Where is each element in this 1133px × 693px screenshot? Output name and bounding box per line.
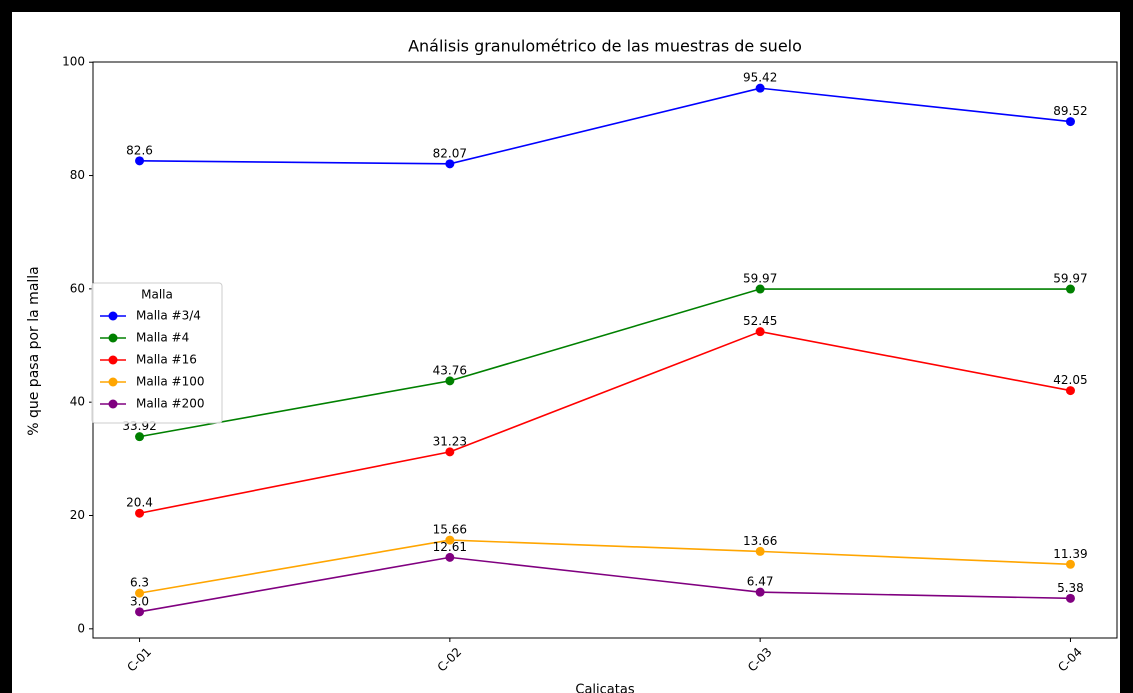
- data-point: [1065, 559, 1075, 569]
- data-label: 6.47: [747, 575, 774, 589]
- data-point: [1065, 284, 1075, 294]
- data-label: 3.0: [130, 594, 149, 608]
- data-point: [1065, 386, 1075, 396]
- chart-title: Análisis granulométrico de las muestras …: [408, 37, 802, 56]
- y-axis-label: % que pasa por la malla: [26, 266, 42, 436]
- data-point: [135, 607, 145, 617]
- legend-swatch: [108, 333, 118, 343]
- data-point: [135, 588, 145, 598]
- data-point: [755, 546, 765, 556]
- data-point: [135, 432, 145, 442]
- data-label: 59.97: [1053, 272, 1087, 286]
- legend-swatch: [108, 311, 118, 321]
- data-point: [755, 587, 765, 597]
- data-label: 15.66: [433, 523, 467, 537]
- data-label: 42.05: [1053, 373, 1087, 387]
- data-point: [445, 159, 455, 169]
- legend-swatch: [108, 377, 118, 387]
- legend-swatch: [108, 355, 118, 365]
- data-label: 52.45: [743, 314, 777, 328]
- data-point: [135, 508, 145, 518]
- y-tick-label: 20: [70, 508, 85, 522]
- data-point: [445, 535, 455, 545]
- legend-box: [91, 282, 223, 424]
- legend-label: Malla #200: [136, 397, 205, 411]
- y-tick-label: 0: [77, 621, 85, 635]
- y-tick-label: 60: [70, 281, 85, 295]
- legend-label: Malla #4: [136, 331, 189, 345]
- data-label: 11.39: [1053, 547, 1087, 561]
- data-point: [1065, 593, 1075, 603]
- series-line: [139, 556, 1071, 613]
- legend-label: Malla #16: [136, 353, 197, 367]
- data-point: [445, 447, 455, 457]
- legend-label: Malla #100: [136, 375, 205, 389]
- data-label: 31.23: [433, 434, 467, 448]
- legend-label: Malla #3/4: [136, 309, 201, 323]
- y-tick-label: 80: [70, 168, 85, 182]
- data-label: 59.97: [743, 272, 777, 286]
- series-line: [139, 288, 1071, 438]
- legend-title: Malla: [141, 288, 173, 302]
- data-point: [755, 284, 765, 294]
- data-label: 12.61: [433, 540, 467, 554]
- data-point: [445, 376, 455, 386]
- data-label: 5.38: [1057, 581, 1084, 595]
- series-line: [139, 87, 1071, 165]
- data-label: 82.6: [126, 143, 153, 157]
- data-point: [135, 156, 145, 166]
- data-label: 82.07: [433, 146, 467, 160]
- data-point: [1065, 117, 1075, 127]
- data-label: 43.76: [433, 363, 467, 377]
- data-point: [445, 552, 455, 562]
- data-label: 20.4: [126, 496, 153, 510]
- data-label: 13.66: [743, 534, 777, 548]
- data-label: 89.52: [1053, 104, 1087, 118]
- series-line: [139, 330, 1071, 515]
- y-tick-label: 40: [70, 395, 85, 409]
- series-line: [139, 539, 1071, 594]
- data-point: [755, 83, 765, 93]
- data-label: 95.42: [743, 71, 777, 85]
- x-axis-label: Calicatas: [575, 683, 634, 693]
- data-point: [755, 327, 765, 337]
- y-tick-label: 100: [62, 55, 85, 69]
- data-label: 6.3: [130, 576, 149, 590]
- legend-swatch: [108, 399, 118, 409]
